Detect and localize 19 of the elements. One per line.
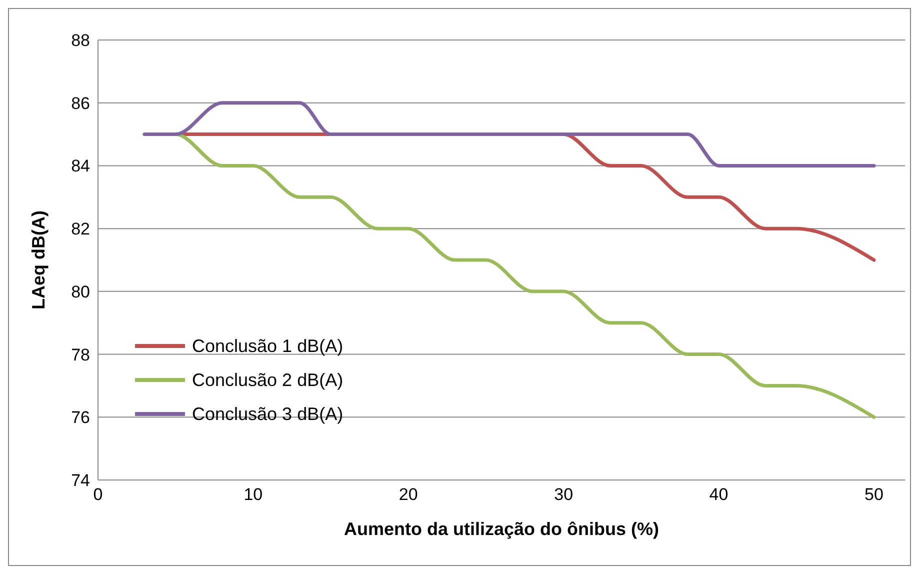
x-tick-label: 0	[93, 485, 103, 504]
x-tick-label: 30	[554, 485, 574, 504]
y-tick-label: 78	[71, 345, 90, 364]
y-tick-label: 74	[71, 471, 90, 490]
legend-label: Conclusão 2 dB(A)	[192, 370, 344, 390]
y-tick-label: 76	[71, 408, 90, 428]
x-tick-label: 40	[709, 485, 728, 504]
legend-label: Conclusão 3 dB(A)	[192, 404, 344, 424]
legend-label: Conclusão 1 dB(A)	[192, 336, 344, 356]
x-tick-label: 10	[244, 485, 263, 504]
y-tick-label: 86	[71, 94, 90, 113]
x-tick-label: 20	[398, 485, 418, 504]
y-tick-label: 80	[71, 282, 90, 302]
x-tick-label: 50	[864, 485, 884, 504]
y-tick-label: 84	[71, 156, 90, 176]
x-axis-title: Aumento da utilização do ônibus (%)	[344, 519, 660, 539]
y-tick-label: 88	[71, 31, 90, 50]
y-tick-label: 82	[71, 220, 90, 239]
y-axis-title: LAeq dB(A)	[28, 210, 48, 310]
